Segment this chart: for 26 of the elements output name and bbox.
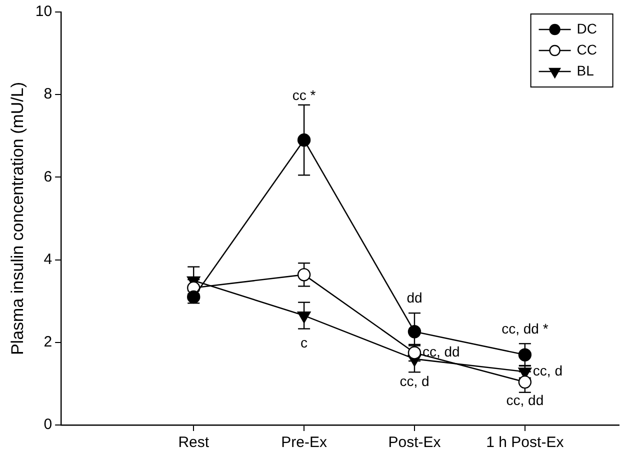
point [518, 375, 532, 389]
annotation: dd [406, 290, 422, 306]
y-tick-label: 4 [44, 250, 52, 268]
point [518, 348, 532, 362]
point [297, 268, 311, 282]
annotation: c [300, 334, 308, 350]
annotation: cc * [292, 86, 316, 103]
x-tick-label: Pre-Ex [281, 434, 328, 452]
y-tick-label: 10 [35, 3, 52, 20]
point [297, 133, 311, 147]
annotation: cc, dd [506, 392, 544, 408]
y-tick-label: 6 [44, 168, 52, 186]
legend-label: DC [576, 20, 598, 36]
legend-label: CC [576, 41, 598, 58]
legend-label: BL [576, 62, 594, 78]
x-tick-label: 1 h Post-Ex [486, 434, 564, 452]
annotation: cc, d [400, 372, 430, 389]
annotation: cc, d [532, 362, 563, 379]
y-tick-label: 8 [44, 86, 52, 103]
y-tick-label: 2 [44, 334, 52, 351]
point [408, 325, 422, 338]
y-axis-title: Plasma insulin concentration (mU/L) [8, 82, 27, 356]
y-tick-label: 0 [44, 416, 52, 434]
x-tick-label: Post-Ex [388, 434, 442, 452]
x-tick-label: Rest [178, 434, 210, 452]
annotation: cc, dd * [502, 320, 549, 337]
